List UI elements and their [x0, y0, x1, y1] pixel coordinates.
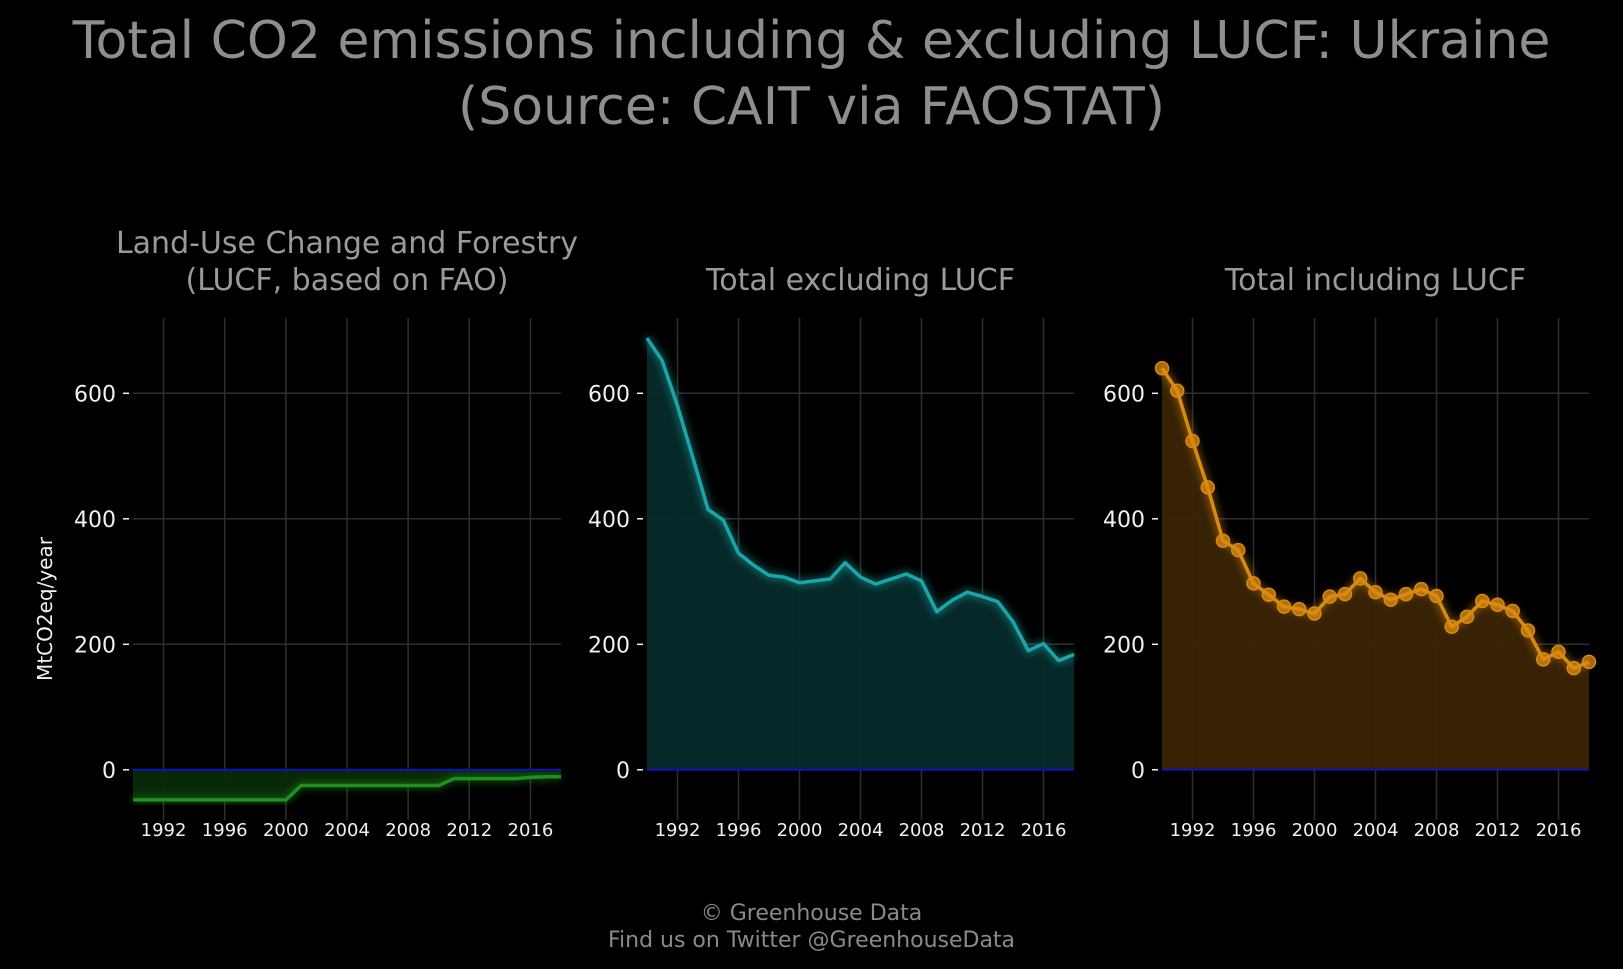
- x-tick-label-2012: 2012: [446, 820, 492, 841]
- panel-1: Land-Use Change and Forestry(LUCF, based…: [33, 226, 578, 841]
- x-tick-label-2016: 2016: [508, 820, 554, 841]
- data-point-2000: [1307, 606, 1322, 621]
- y-tick-label-600: 600: [588, 382, 630, 407]
- data-point-1993: [1200, 480, 1215, 495]
- data-point-2016: [1551, 644, 1566, 660]
- data-point-2012: [1490, 597, 1505, 613]
- x-tick-label-2008: 2008: [385, 820, 431, 841]
- y-tick-label-200: 200: [1103, 633, 1145, 658]
- panel-title-1-line-2: (LUCF, based on FAO): [186, 263, 509, 298]
- x-tick-label-2008: 2008: [1414, 820, 1460, 841]
- data-point-2006: [1398, 586, 1414, 602]
- x-tick-label-2008: 2008: [899, 820, 945, 841]
- y-tick-label-200: 200: [588, 633, 630, 658]
- data-point-2004: [1368, 584, 1383, 600]
- data-point-2010: [1459, 609, 1475, 624]
- y-tick-label-400: 400: [1103, 508, 1145, 533]
- data-point-1998: [1276, 599, 1292, 614]
- x-tick-label-1992: 1992: [1170, 820, 1216, 841]
- data-point-1999: [1292, 601, 1307, 617]
- data-point-1990: [1154, 360, 1170, 376]
- credit-line-2: Find us on Twitter @GreenhouseData: [607, 928, 1016, 953]
- series-area-2: [647, 338, 1074, 770]
- y-tick-label-0: 0: [1131, 759, 1145, 784]
- data-point-2007: [1414, 581, 1429, 597]
- panel-2: Total excluding LUCF 0 200 400 600 1992 1996 20…: [588, 263, 1076, 841]
- panel-title-2-line-1: Total excluding LUCF: [705, 263, 1015, 298]
- series-area-3: [1162, 368, 1589, 770]
- x-tick-label-2004: 2004: [1353, 820, 1399, 841]
- x-tick-label-2004: 2004: [324, 820, 370, 841]
- data-point-1996: [1246, 576, 1261, 591]
- x-tick-label-2000: 2000: [1292, 820, 1338, 841]
- x-tick-label-1992: 1992: [141, 820, 187, 841]
- x-tick-label-2000: 2000: [777, 820, 823, 841]
- x-tick-label-2012: 2012: [960, 820, 1006, 841]
- y-tick-label-200: 200: [74, 633, 116, 658]
- data-point-2002: [1337, 586, 1353, 602]
- x-tick-label-1996: 1996: [716, 820, 762, 841]
- data-point-2011: [1475, 593, 1490, 609]
- credit-line-1: © Greenhouse Data: [700, 901, 923, 926]
- y-tick-label-0: 0: [616, 759, 630, 784]
- chart-title-line-1: Total CO2 emissions including & excludin…: [72, 11, 1551, 71]
- series-line-2: [645, 337, 1075, 663]
- data-point-2014: [1520, 623, 1536, 638]
- chart-title: Total CO2 emissions including & excludin…: [0, 8, 1623, 140]
- y-axis-label: MtCO2eq/year: [33, 536, 57, 681]
- data-point-2009: [1444, 619, 1459, 634]
- y-tick-label-400: 400: [588, 508, 630, 533]
- x-tick-label-2004: 2004: [838, 820, 884, 841]
- data-point-2015: [1536, 652, 1551, 667]
- x-tick-label-2016: 2016: [1021, 820, 1067, 841]
- data-point-1995: [1231, 542, 1246, 558]
- y-tick-label-400: 400: [74, 508, 116, 533]
- data-point-2013: [1505, 603, 1520, 619]
- credits: © Greenhouse Data Find us on Twitter @Gr…: [0, 900, 1623, 954]
- y-tick-label-600: 600: [74, 382, 116, 407]
- panel-title-1-line-1: Land-Use Change and Forestry: [116, 226, 578, 261]
- y-tick-label-0: 0: [102, 759, 116, 784]
- data-point-2008: [1429, 588, 1444, 604]
- data-point-2018: [1581, 654, 1597, 670]
- x-tick-label-1996: 1996: [202, 820, 248, 841]
- data-point-1991: [1170, 383, 1185, 399]
- panel-title-3-line-1: Total including LUCF: [1224, 263, 1526, 298]
- data-point-1997: [1261, 587, 1276, 602]
- chart-title-line-2: (Source: CAIT via FAOSTAT): [457, 77, 1166, 137]
- x-tick-label-2016: 2016: [1536, 820, 1582, 841]
- panel-3: Total including LUCF 0 200 400 600 1992 1996 20…: [1103, 263, 1597, 841]
- data-point-2005: [1383, 592, 1398, 607]
- data-point-1994: [1215, 533, 1231, 549]
- x-tick-label-1992: 1992: [655, 820, 701, 841]
- data-point-1992: [1185, 433, 1200, 449]
- data-point-2017: [1566, 660, 1581, 676]
- data-point-2001: [1322, 589, 1337, 604]
- series-line-1: [133, 774, 561, 802]
- x-tick-label-2000: 2000: [263, 820, 309, 841]
- x-tick-label-2012: 2012: [1475, 820, 1521, 841]
- data-point-2003: [1353, 571, 1368, 586]
- x-tick-label-1996: 1996: [1231, 820, 1277, 841]
- y-tick-label-600: 600: [1103, 382, 1145, 407]
